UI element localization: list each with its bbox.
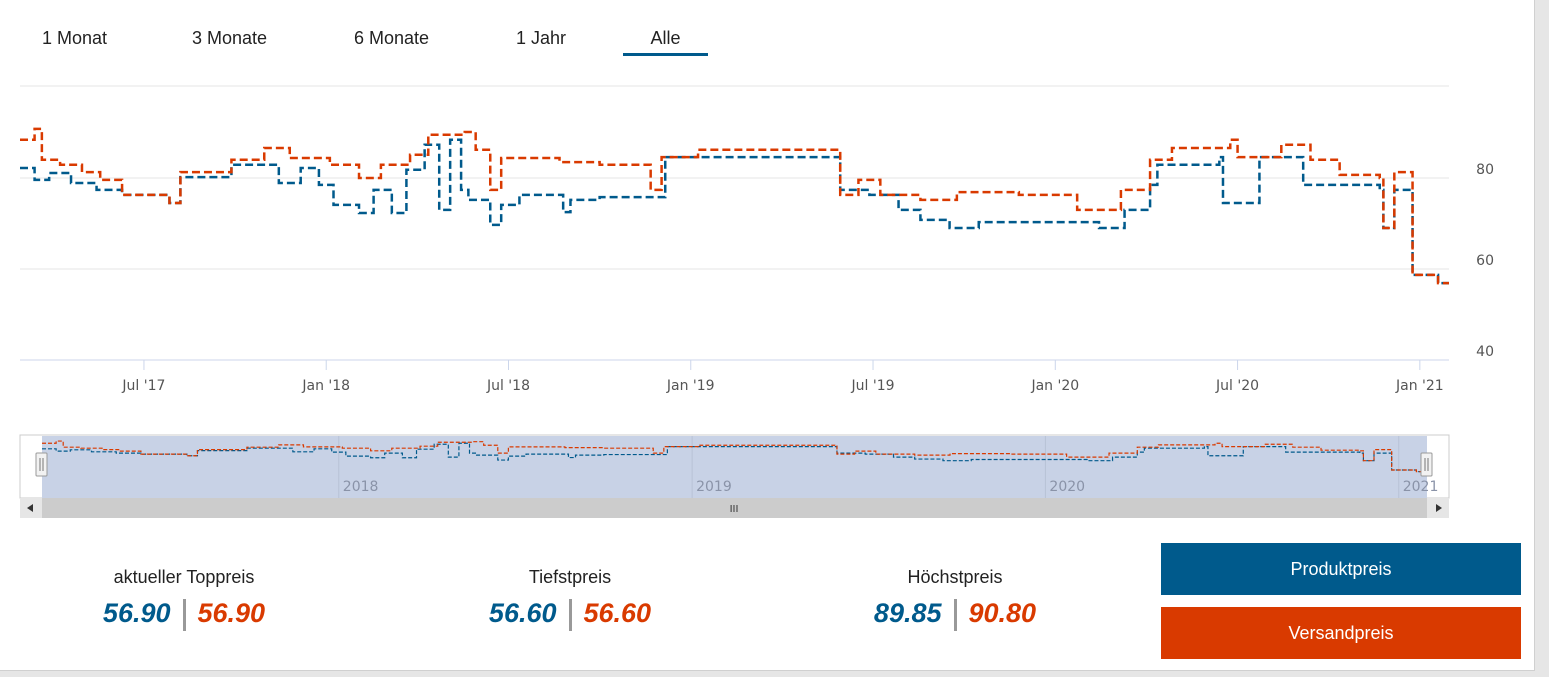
navigator-selection[interactable] — [42, 436, 1427, 498]
x-tick-label: Jan '21 — [1395, 378, 1444, 394]
y-tick-label: 60 — [1476, 253, 1494, 269]
scrollbar-grip-icon: III — [730, 504, 739, 515]
navigator-tick-label: 2020 — [1049, 479, 1085, 495]
scroll-right-button[interactable] — [1427, 498, 1449, 518]
tab-6-monate[interactable]: 6 Monate — [354, 28, 430, 48]
divider — [182, 598, 186, 631]
x-tick-label: Jan '20 — [1030, 378, 1079, 394]
stat-label: aktueller Toppreis — [113, 567, 255, 587]
scroll-left-button[interactable] — [20, 498, 42, 518]
x-tick-label: Jul '17 — [121, 378, 165, 394]
navigator-series-versandpreis — [42, 440, 1427, 473]
navigator[interactable]: 2018 2019 2020 2021 III — [19, 434, 1450, 518]
versand-value: 90.80 — [968, 598, 1037, 628]
x-tick-label: Jul '20 — [1215, 378, 1259, 394]
x-tick-label: Jul '19 — [851, 378, 895, 394]
navigator-handle-right[interactable] — [1420, 452, 1433, 477]
y-tick-label: 80 — [1476, 162, 1494, 178]
navigator-tick-label: 2021 — [1403, 479, 1439, 495]
divider — [568, 598, 572, 631]
produktpreis-toggle-button[interactable]: Produktpreis — [1161, 543, 1521, 595]
x-tick-label: Jan '18 — [301, 378, 350, 394]
stat-highest-price: Höchstpreis 89.85 90.80 — [805, 567, 1105, 631]
series-line-produktpreis — [20, 138, 1449, 285]
produkt-value: 56.90 — [102, 598, 171, 628]
versandpreis-toggle-button[interactable]: Versandpreis — [1161, 607, 1521, 659]
tab-3-monate[interactable]: 3 Monate — [192, 28, 268, 48]
tab-alle[interactable]: Alle — [623, 28, 708, 56]
produkt-value: 89.85 — [873, 598, 942, 628]
stat-lowest-price: Tiefstpreis 56.60 56.60 — [420, 567, 720, 631]
scrollbar-thumb[interactable] — [42, 498, 1427, 518]
navigator-tick-label: 2019 — [696, 479, 732, 495]
x-tick-label: Jan '19 — [666, 378, 715, 394]
stat-label: Tiefstpreis — [528, 567, 612, 587]
arrow-left-icon — [27, 504, 33, 512]
stat-label: Höchstpreis — [907, 567, 1003, 587]
tab-1-jahr[interactable]: 1 Jahr — [516, 28, 567, 48]
tab-1-monat[interactable]: 1 Monat — [42, 28, 108, 48]
series-line-versandpreis — [20, 127, 1449, 285]
produkt-value: 56.60 — [488, 598, 557, 628]
stat-current-top-price: aktueller Toppreis 56.90 56.90 — [34, 567, 334, 631]
arrow-right-icon — [1436, 504, 1442, 512]
divider — [953, 598, 957, 631]
navigator-tick-label: 2018 — [343, 479, 379, 495]
y-tick-label: 40 — [1476, 344, 1494, 360]
price-chart: Jul '17 Jan '18 Jul '18 Jan '19 Jul '19 Jan '… — [19, 85, 1494, 518]
navigator-handle-left[interactable] — [35, 452, 48, 477]
versand-value: 56.90 — [197, 598, 266, 628]
x-tick-label: Jul '18 — [486, 378, 530, 394]
versand-value: 56.60 — [583, 598, 652, 628]
